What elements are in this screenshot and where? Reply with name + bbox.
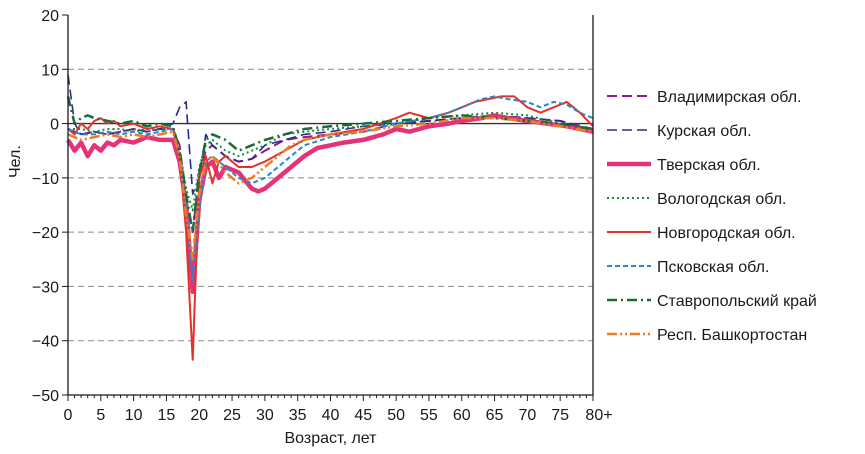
y-tick-label-5: −30	[32, 279, 59, 296]
x-tick-label-3: 15	[158, 407, 176, 424]
y-tick-label-2: 0	[50, 117, 59, 134]
x-tick-label-12: 60	[453, 407, 471, 424]
y-tick-label-6: −40	[32, 334, 59, 351]
x-tick-label-5: 25	[223, 407, 241, 424]
legend-label-7: Респ. Башкортостан	[657, 327, 807, 344]
y-tick-label-3: −10	[32, 171, 59, 188]
x-tick-label-13: 65	[486, 407, 504, 424]
x-tick-label-8: 40	[322, 407, 340, 424]
series-line-0	[67, 114, 594, 234]
series-lines	[66, 74, 594, 361]
legend-label-4: Новгородская обл.	[657, 225, 796, 242]
y-tick-label-0: 20	[41, 8, 59, 25]
legend-label-2: Тверская обл.	[657, 157, 761, 174]
y-axis-title: Чел.	[7, 145, 24, 178]
y-axis-ticks: 20 10 0 −10 −20 −30 −40 −50	[32, 8, 68, 405]
legend-label-1: Курская обл.	[657, 123, 752, 140]
y-tick-label-7: −50	[32, 388, 59, 405]
gridlines	[68, 68, 593, 342]
x-tick-label-9: 45	[354, 407, 372, 424]
legend-label-5: Псковская обл.	[657, 259, 769, 276]
series-line-5	[67, 95, 594, 282]
x-tick-label-6: 30	[256, 407, 274, 424]
x-tick-label-4: 20	[190, 407, 208, 424]
y-tick-label-4: −20	[32, 225, 59, 242]
x-tick-label-7: 35	[289, 407, 307, 424]
y-tick-label-1: 10	[41, 62, 59, 79]
legend-label-6: Ставропольский край	[657, 293, 817, 310]
axes	[67, 15, 594, 396]
x-axis-title: Возраст, лет	[285, 430, 378, 447]
x-tick-label-1: 5	[96, 407, 105, 424]
x-tick-label-11: 55	[420, 407, 438, 424]
x-axis-ticks: 0 5 10 15 20 25 30 35 40 45 50 55 60 65 70 75 80+	[64, 395, 613, 424]
x-tick-label-15: 75	[551, 407, 569, 424]
x-tick-label-0: 0	[64, 407, 73, 424]
series-line-7	[67, 116, 594, 261]
series-line-1	[67, 74, 594, 195]
legend-label-0: Владимирская обл.	[657, 89, 802, 106]
x-tick-label-2: 10	[125, 407, 143, 424]
legend-label-3: Вологодская обл.	[657, 191, 786, 208]
series-line-4	[67, 95, 594, 361]
x-tick-label-16: 80+	[585, 407, 612, 424]
series-line-6	[66, 96, 594, 234]
x-tick-label-10: 50	[387, 407, 405, 424]
series-line-2	[66, 113, 594, 295]
x-tick-label-14: 70	[518, 407, 536, 424]
legend: Владимирская обл. Курская обл. Тверская об…	[607, 89, 817, 344]
